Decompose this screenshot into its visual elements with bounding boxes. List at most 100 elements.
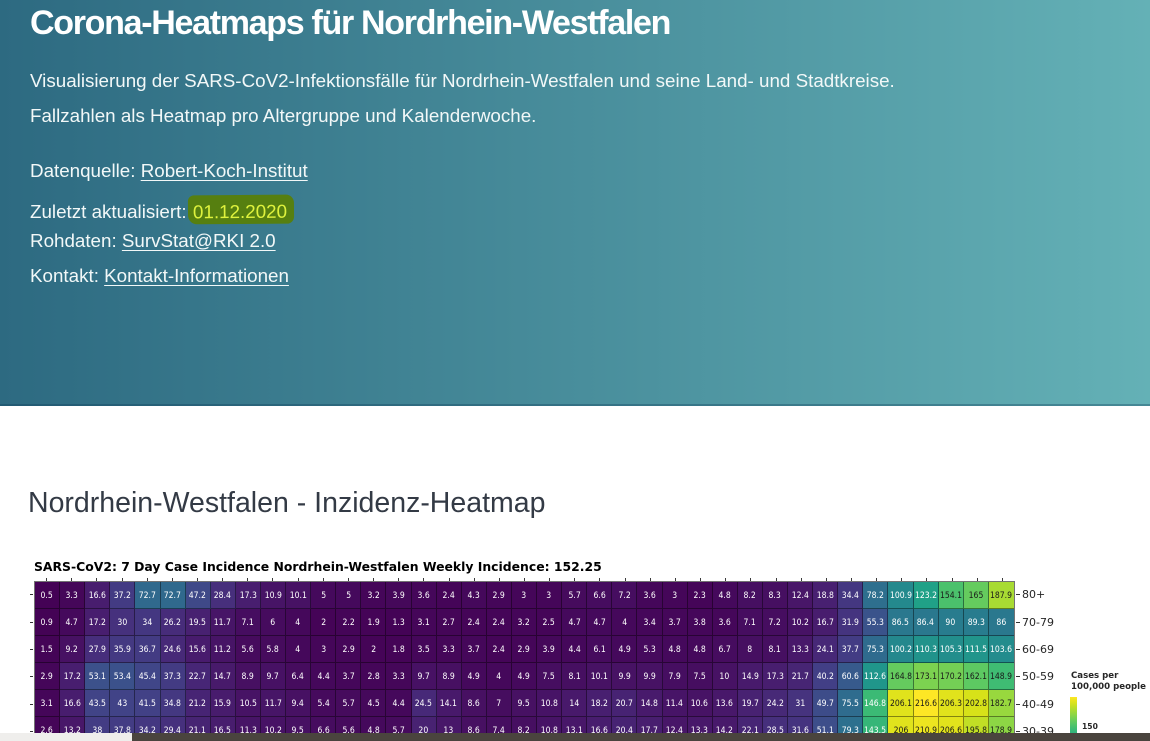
x-tick <box>851 578 852 581</box>
heatmap-cell: 11.2 <box>210 636 236 664</box>
heatmap-cell: 3.4 <box>637 609 663 637</box>
age-group-label: 50-59 <box>1022 670 1054 684</box>
heatmap-cell: 89.3 <box>963 609 989 637</box>
x-tick <box>121 578 123 581</box>
x-tick <box>599 578 601 581</box>
heatmap-cell: 2.5 <box>537 609 563 637</box>
heatmap-cell: 60.6 <box>838 663 864 691</box>
heatmap-cell: 6.6 <box>587 582 613 610</box>
heatmap-cell: 7.5 <box>537 663 563 691</box>
heatmap-cell: 17.3 <box>235 582 261 610</box>
heatmap-cell: 2.2 <box>336 609 362 637</box>
heatmap-cell: 37.3 <box>160 663 186 691</box>
section-heading: Nordrhein-Westfalen - Inzidenz-Heatmap <box>28 487 546 519</box>
heatmap-cell: 154.1 <box>938 582 964 610</box>
heatmap-cell: 28.4 <box>210 582 236 610</box>
heatmap-cell: 8.9 <box>436 663 462 691</box>
heatmap-cell: 4 <box>286 636 312 664</box>
heatmap-cell: 10.6 <box>687 690 713 718</box>
heatmap-cell: 16.7 <box>813 609 839 637</box>
heatmap-cell: 2 <box>361 636 387 664</box>
heatmap-cell: 18.8 <box>813 582 839 610</box>
x-tick <box>247 578 249 581</box>
heatmap-cell: 5.7 <box>336 690 362 718</box>
heatmap-cell: 15.9 <box>210 690 236 718</box>
heatmap-cell: 2 <box>311 609 337 637</box>
horizontal-scrollbar-thumb[interactable] <box>132 733 1150 741</box>
heatmap-cell: 3 <box>662 582 688 610</box>
y-tick-left <box>30 703 33 705</box>
heatmap-cell: 9.7 <box>411 663 437 691</box>
heatmap-cell: 9.7 <box>260 663 287 691</box>
heatmap-cell: 31.9 <box>838 609 864 637</box>
heatmap-cell: 18.2 <box>587 690 613 718</box>
x-tick <box>423 578 425 581</box>
y-tick-left <box>30 676 33 678</box>
meta-label: Kontakt: <box>30 264 105 286</box>
heatmap-cell: 7.5 <box>687 663 713 691</box>
heatmap-cell: 4.4 <box>562 636 588 664</box>
heatmap-cell: 11.7 <box>260 690 287 718</box>
heatmap-cell: 182.7 <box>988 690 1014 718</box>
x-tick <box>96 578 98 581</box>
legend-label-line-1: Cases per <box>1071 671 1119 681</box>
heatmap-cell: 2.9 <box>511 636 538 664</box>
heatmap-cell: 0.5 <box>35 582 61 610</box>
heatmap-cell: 187.9 <box>988 582 1014 610</box>
heatmap-cell: 5.3 <box>637 636 663 664</box>
x-tick <box>222 578 224 581</box>
heatmap-cell: 3.6 <box>637 582 663 610</box>
x-tick <box>448 578 450 581</box>
link-survstat-rki[interactable]: SurvStat@RKI 2.0 <box>121 229 276 251</box>
heatmap-cell: 20.7 <box>612 690 638 718</box>
heatmap-cell: 3.6 <box>411 582 437 610</box>
heatmap-cell: 5.4 <box>311 690 337 718</box>
meta-line-datenquelle: Datenquelle: Robert-Koch-Institut <box>30 160 308 182</box>
heatmap-cell: 14.8 <box>637 690 663 718</box>
heatmap-cell: 202.8 <box>963 690 989 718</box>
heatmap-cell: 5.6 <box>235 636 261 664</box>
heatmap-cell: 4.8 <box>712 582 738 610</box>
heatmap-cell: 9.9 <box>637 663 663 691</box>
heatmap-cell: 123.2 <box>913 582 939 610</box>
heatmap-cell: 10.1 <box>587 663 613 691</box>
x-tick <box>574 578 576 581</box>
heatmap-cell: 2.7 <box>436 609 462 637</box>
heatmap-cell: 165 <box>963 582 989 610</box>
link-robert-koch-institut[interactable]: Robert-Koch-Institut <box>140 160 308 181</box>
heatmap-cell: 10.9 <box>260 582 287 610</box>
meta-line-aktualisiert: Zuletzt aktualisiert: 01.12.2020 <box>30 194 294 224</box>
heatmap-cell: 8 <box>737 636 763 664</box>
heatmap-cell: 43.5 <box>85 690 111 718</box>
x-tick <box>71 578 73 581</box>
x-tick <box>549 578 551 581</box>
heatmap-cell: 24.2 <box>762 690 789 718</box>
heatmap-cell: 72.7 <box>160 582 186 610</box>
subtitle-line-1: Visualisierung der SARS-CoV2-Infektionsf… <box>30 70 895 91</box>
heatmap-cell: 1.9 <box>361 609 387 637</box>
heatmap-cell: 8.2 <box>737 582 763 610</box>
heatmap-cell: 112.6 <box>863 663 889 691</box>
heatmap-cell: 3.6 <box>712 609 738 637</box>
heatmap-cell: 2.4 <box>461 609 487 637</box>
heatmap-cell: 3.3 <box>386 663 412 691</box>
meta-line-kontakt: Kontakt: Kontakt-Informationen <box>30 265 289 287</box>
x-tick <box>347 578 349 581</box>
heatmap-cell: 146.8 <box>863 690 889 718</box>
heatmap-cell: 2.4 <box>436 582 462 610</box>
heatmap-cell: 206.1 <box>888 690 914 718</box>
y-tick-right <box>1015 676 1020 678</box>
heatmap-cell: 8.1 <box>762 636 789 664</box>
heatmap-cell: 15.6 <box>185 636 211 664</box>
heatmap-cell: 41.5 <box>135 690 161 718</box>
horizontal-scrollbar-track[interactable] <box>0 733 1150 741</box>
heatmap-cell: 17.2 <box>85 609 111 637</box>
heatmap-cell: 2.9 <box>336 636 362 664</box>
hero-section: Corona-Heatmaps für Nordrhein-Westfalen … <box>0 0 1150 406</box>
meta-label: Zuletzt aktualisiert: <box>30 200 192 222</box>
age-group-label: 60-69 <box>1022 642 1054 656</box>
heatmap-cell: 216.6 <box>913 690 939 718</box>
heatmap-cell: 16.6 <box>85 582 111 610</box>
heatmap-cell: 5 <box>311 582 337 610</box>
link-kontakt-informationen[interactable]: Kontakt-Informationen <box>104 264 289 286</box>
